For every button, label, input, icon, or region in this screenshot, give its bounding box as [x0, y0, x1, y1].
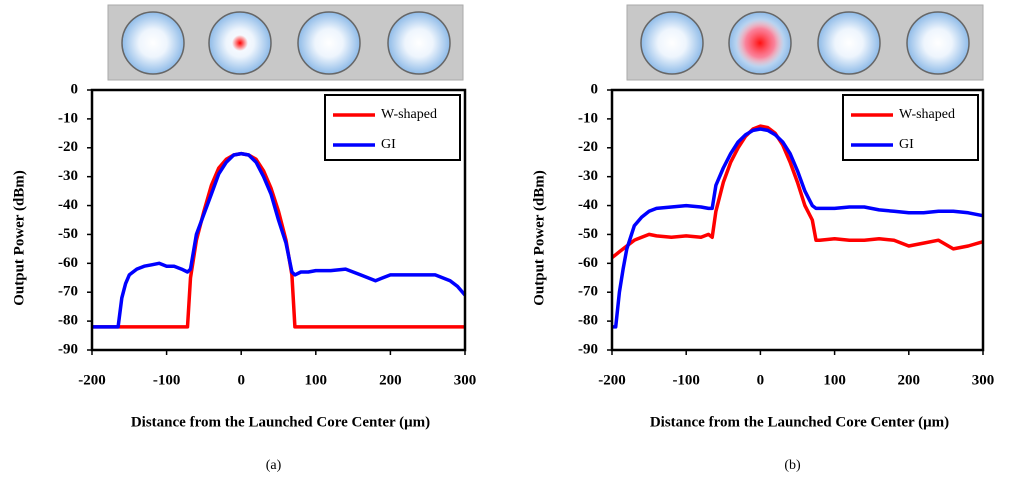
x-tick-label: 100	[305, 372, 328, 388]
legend-label: GI	[899, 137, 914, 152]
data-line	[92, 151, 467, 329]
y-tick-label: -60	[58, 255, 78, 271]
data-line	[92, 151, 465, 329]
y-tick-label: -90	[58, 341, 78, 357]
x-tick-label: -200	[78, 372, 106, 388]
y-axis-title: Output Power (dBm)	[531, 170, 547, 306]
y-tick-label: -40	[578, 197, 598, 213]
x-axis-title: Distance from the Launched Core Center (…	[650, 414, 949, 430]
x-tick-label: 300	[972, 372, 995, 388]
fiber-image-a	[107, 4, 464, 81]
y-tick-label: -10	[58, 110, 78, 126]
legend-box	[842, 94, 979, 161]
y-tick-label: -70	[58, 284, 78, 300]
legend-box	[324, 94, 461, 161]
y-tick-label: -10	[578, 110, 598, 126]
y-tick-label: -20	[578, 139, 598, 155]
y-tick-label: -80	[578, 313, 598, 329]
y-tick-label: -90	[578, 341, 598, 357]
plot-frame	[90, 88, 467, 352]
x-tick-label: 300	[454, 372, 477, 388]
y-axis-title: Output Power (dBm)	[11, 170, 27, 306]
x-tick-label: 200	[898, 372, 921, 388]
plot-frame	[610, 88, 985, 352]
panel-label: (b)	[784, 458, 801, 473]
y-tick-label: -40	[58, 197, 78, 213]
legend-label: W-shaped	[899, 107, 955, 122]
y-tick-label: -70	[578, 284, 598, 300]
x-tick-label: 0	[757, 372, 765, 388]
x-tick-label: -200	[598, 372, 626, 388]
y-tick-label: -50	[578, 226, 598, 242]
legend-label: GI	[381, 137, 396, 152]
x-tick-label: 200	[379, 372, 402, 388]
x-tick-label: 100	[823, 372, 846, 388]
y-tick-label: -80	[58, 313, 78, 329]
x-tick-label: 0	[237, 372, 245, 388]
data-line	[612, 127, 984, 329]
y-tick-label: 0	[71, 81, 79, 97]
panel-label: (a)	[266, 458, 282, 473]
y-tick-label: -30	[578, 168, 598, 184]
x-tick-label: -100	[672, 372, 700, 388]
y-tick-label: -30	[58, 168, 78, 184]
y-tick-label: -50	[58, 226, 78, 242]
y-tick-label: -60	[578, 255, 598, 271]
y-tick-label: 0	[591, 81, 599, 97]
fiber-image-b	[626, 4, 984, 81]
y-tick-label: -20	[58, 139, 78, 155]
x-tick-label: -100	[153, 372, 181, 388]
data-line	[610, 124, 984, 259]
x-axis-title: Distance from the Launched Core Center (…	[131, 414, 430, 430]
legend-label: W-shaped	[381, 107, 437, 122]
